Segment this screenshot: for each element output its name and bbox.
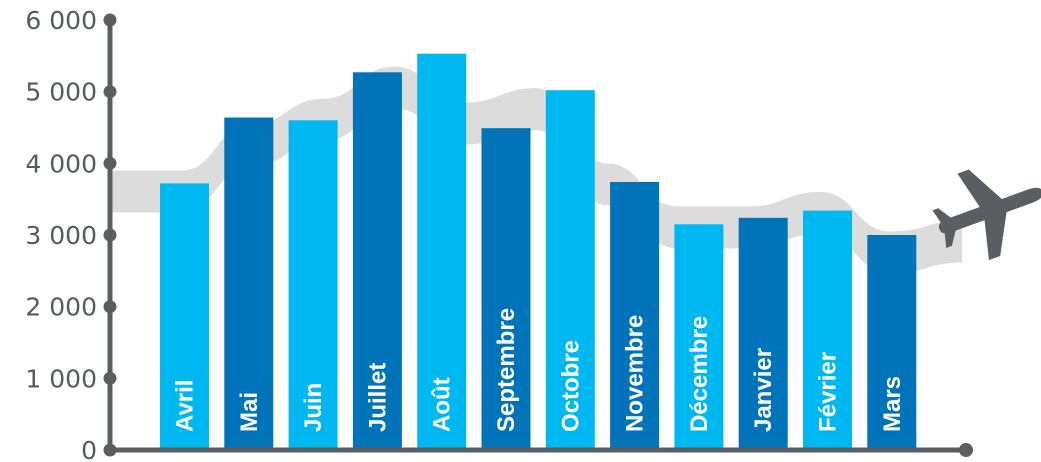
bar-label: Janvier bbox=[750, 348, 777, 432]
bar-3 bbox=[352, 72, 402, 451]
bar-label: Novembre bbox=[622, 315, 649, 432]
bar-label: Août bbox=[429, 377, 456, 432]
axes-group bbox=[103, 13, 973, 457]
bar-1 bbox=[224, 117, 274, 450]
airplane-icon bbox=[932, 169, 1041, 261]
y-tick-label: 4 000 bbox=[25, 149, 97, 178]
bar-label: Décembre bbox=[686, 316, 713, 432]
bar-5 bbox=[481, 128, 531, 450]
y-tick-dot bbox=[103, 13, 117, 27]
bar-label: Juillet bbox=[364, 363, 391, 432]
x-axis-end-dot bbox=[959, 443, 973, 457]
y-tick-label: 2 000 bbox=[25, 293, 97, 322]
y-tick-dot bbox=[103, 300, 117, 314]
bar-7 bbox=[610, 182, 660, 450]
bar-label: Septembre bbox=[493, 308, 520, 432]
bar-2 bbox=[288, 120, 338, 451]
bar-label: Juin bbox=[300, 383, 327, 432]
bars-group: Avril Mai Juin Juillet Août Septembre Octobre N… bbox=[160, 53, 917, 451]
bar-label: Octobre bbox=[557, 340, 584, 432]
bar-10 bbox=[803, 210, 852, 450]
y-tick-dot bbox=[103, 443, 117, 457]
y-tick-label: 1 000 bbox=[25, 364, 97, 393]
y-tick-labels: 0 1 000 2 000 3 000 4 000 5 000 6 000 bbox=[25, 6, 97, 462]
y-tick-dot bbox=[103, 371, 117, 385]
y-tick-dot bbox=[103, 85, 117, 99]
y-tick-label: 3 000 bbox=[25, 221, 97, 250]
bar-0 bbox=[160, 183, 209, 450]
bar-label: Avril bbox=[172, 380, 199, 432]
bar-label: Mai bbox=[236, 392, 263, 432]
y-tick-label: 6 000 bbox=[25, 6, 97, 35]
y-tick-label: 0 bbox=[81, 436, 97, 462]
bar-label: Mars bbox=[879, 376, 906, 432]
bar-label: Février bbox=[815, 352, 842, 432]
bar-8 bbox=[674, 224, 724, 451]
y-tick-dot bbox=[103, 228, 117, 242]
bar-11 bbox=[867, 235, 917, 450]
bar-4 bbox=[417, 53, 467, 450]
y-tick-label: 5 000 bbox=[25, 78, 97, 107]
y-tick-dot bbox=[103, 156, 117, 170]
bar-6 bbox=[545, 90, 595, 450]
bar-9 bbox=[738, 217, 788, 450]
